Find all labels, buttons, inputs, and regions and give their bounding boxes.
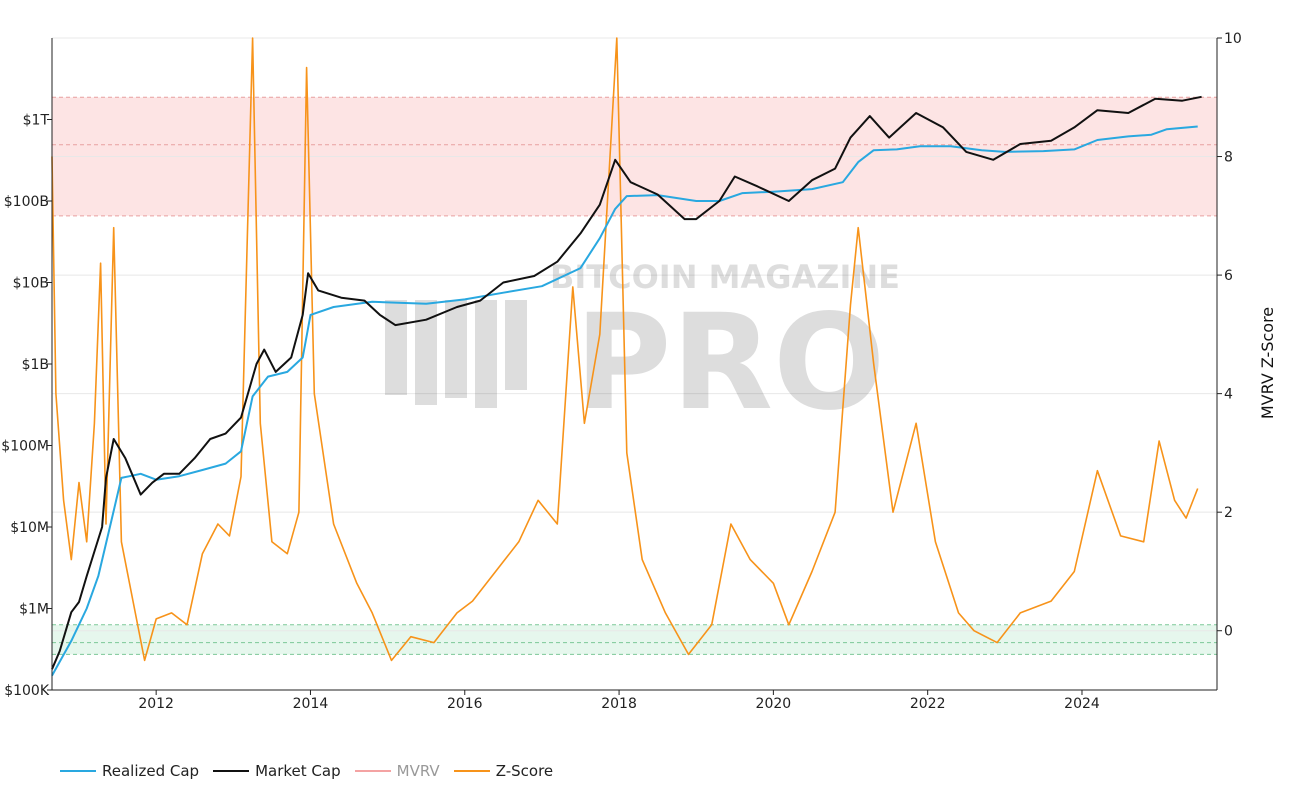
legend-swatch [354, 770, 391, 772]
x-tick-label: 2024 [1064, 696, 1100, 712]
market-cap-line [51, 95, 1202, 670]
y-left-tick-label: $10B [13, 276, 49, 292]
x-tick-label: 2022 [910, 696, 946, 712]
y-left-tick-label: $1M [19, 602, 49, 618]
y-left-tick-label: $1T [23, 113, 50, 129]
series-layer [51, 37, 1202, 677]
undervalued-band [52, 624, 1217, 655]
y-left-tick-label: $100K [4, 683, 50, 699]
chart-legend: Realized Cap Market Cap MVRV Z-Score [60, 762, 553, 780]
y-right-tick-label: 8 [1224, 150, 1233, 166]
x-tick-label: 2014 [293, 696, 329, 712]
y-left-tick-label: $100M [1, 439, 49, 455]
watermark-logo-icon [385, 300, 527, 408]
x-tick-label: 2016 [447, 696, 483, 712]
watermark: BITCOIN MAGAZINE PRO [385, 258, 900, 440]
z-score-line [51, 37, 1199, 662]
y-right-tick-label: 2 [1224, 505, 1233, 521]
y-right-tick-label: 0 [1224, 624, 1233, 640]
y-left-tick-label: $10M [10, 520, 49, 536]
y-right-tick-label: 10 [1224, 31, 1242, 47]
legend-label: MVRV [396, 762, 440, 780]
y-left-tick-label: $100B [4, 194, 49, 210]
legend-label: Realized Cap [102, 762, 200, 780]
watermark-line2: PRO [575, 286, 886, 440]
x-tick-label: 2020 [756, 696, 792, 712]
legend-item-realized-cap[interactable]: Realized Cap [60, 762, 199, 780]
x-tick-label: 2018 [601, 696, 637, 712]
legend-item-z-score[interactable]: Z-Score [453, 762, 554, 780]
y-right-tick-label: 6 [1224, 268, 1233, 284]
axes: 2012 2014 2016 2018 2020 2022 2024 $100K $1M $10M… [1, 31, 1242, 712]
watermark-line1: BITCOIN MAGAZINE [550, 258, 900, 296]
legend-item-market-cap[interactable]: Market Cap [213, 762, 341, 780]
legend-swatch [60, 770, 96, 772]
legend-swatch [213, 770, 250, 772]
x-tick-label: 2012 [138, 696, 174, 712]
realized-cap-line [51, 125, 1198, 677]
right-axis-title: MVRV Z-Score [1258, 307, 1277, 419]
legend-label: Market Cap [255, 762, 341, 780]
legend-item-mvrv[interactable]: MVRV [354, 762, 440, 780]
legend-swatch [453, 770, 490, 772]
y-left-tick-label: $1B [22, 357, 49, 373]
legend-label: Z-Score [495, 762, 554, 780]
y-right-tick-label: 4 [1224, 387, 1233, 403]
